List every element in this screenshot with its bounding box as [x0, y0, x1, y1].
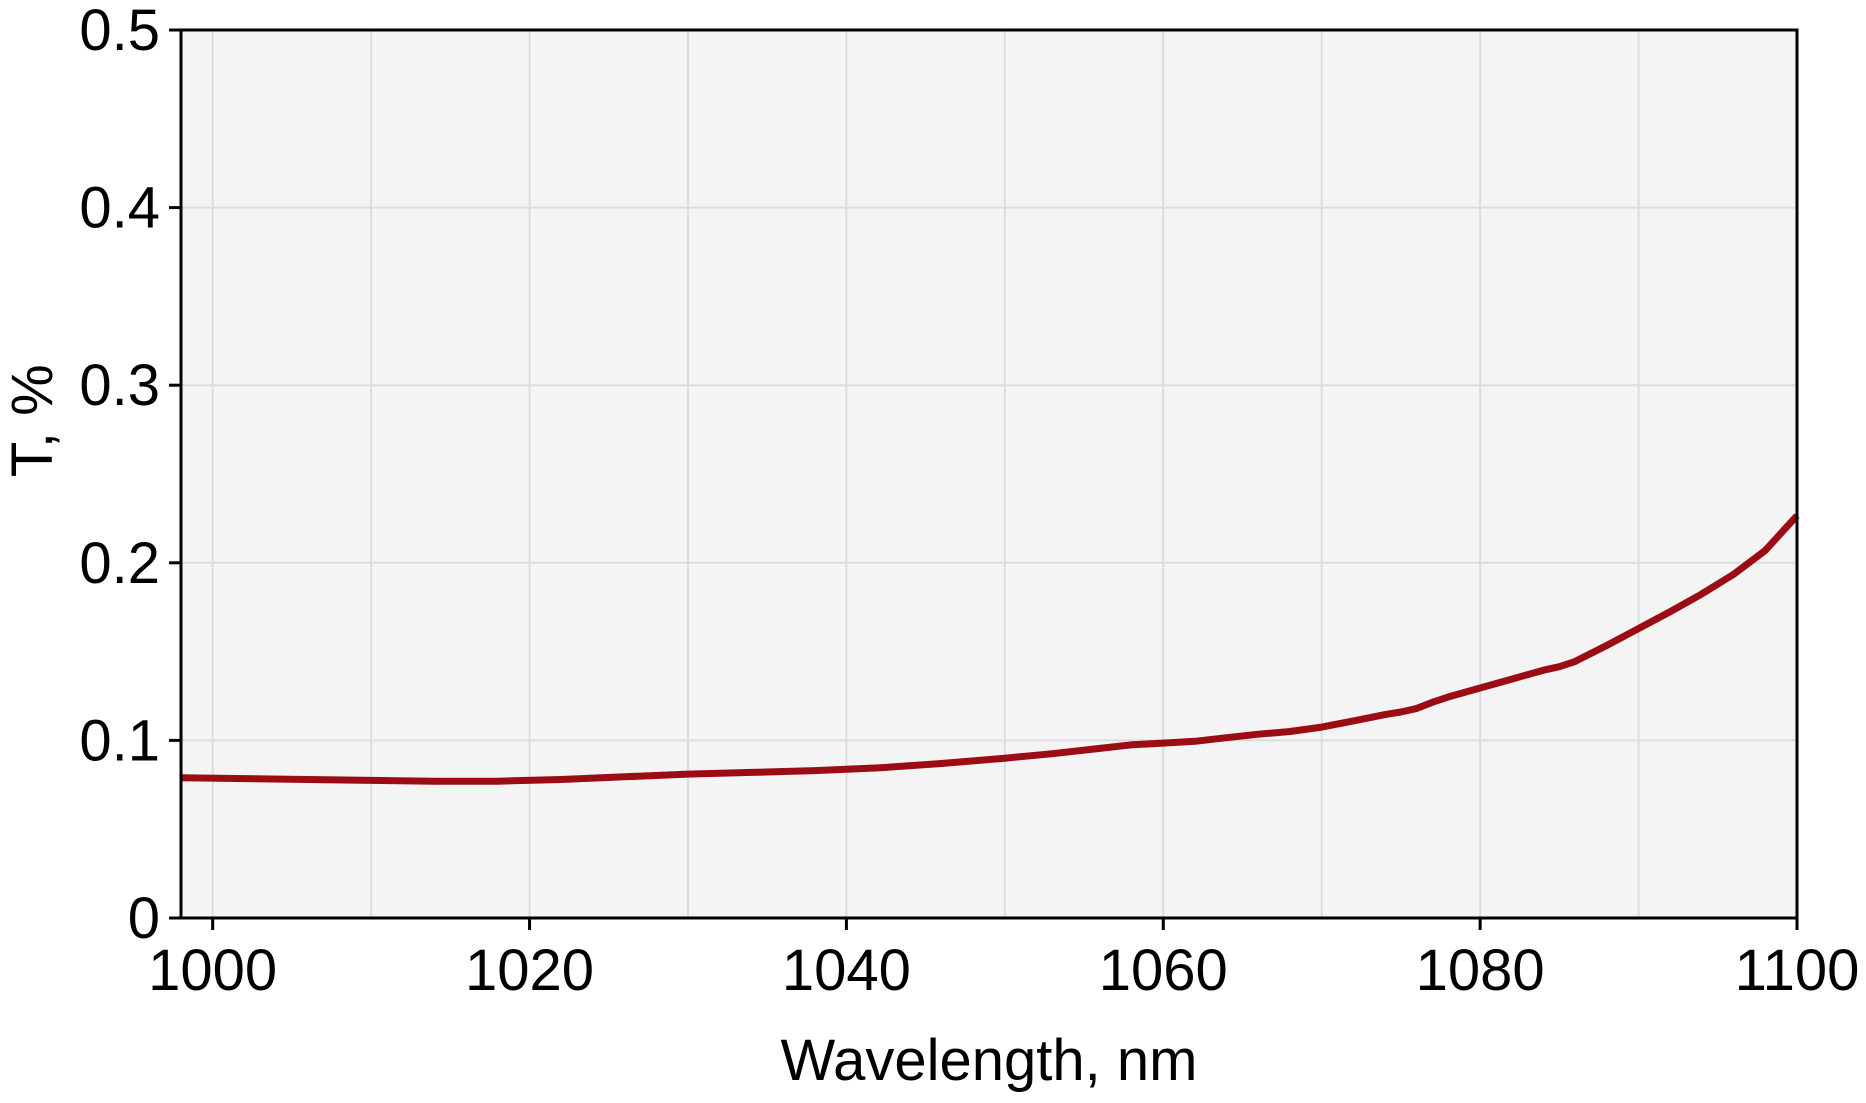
plot-border: [179, 28, 1799, 920]
x-tick-label: 1020: [465, 938, 594, 1003]
y-tick-label: 0.5: [79, 0, 160, 63]
plot-area: [181, 30, 1797, 918]
y-tick-label: 0: [128, 886, 160, 951]
x-axis-ticks: 1000 1020 1040 1060 1080 1100: [148, 918, 1859, 1003]
x-tick-label: 1040: [782, 938, 911, 1003]
x-tick-label: 1060: [1099, 938, 1228, 1003]
y-axis-title: T, %: [0, 364, 65, 477]
x-tick-label: 1000: [148, 938, 277, 1003]
y-tick-label: 0.1: [79, 708, 160, 773]
x-tick-label: 1100: [1735, 938, 1860, 1003]
transmission-series-line: [180, 513, 1800, 785]
x-axis-title: Wavelength, nm: [781, 1028, 1198, 1093]
x-tick-label: 1080: [1416, 938, 1545, 1003]
y-tick-label: 0.2: [79, 531, 160, 596]
y-axis-ticks: 0 0.1 0.2 0.3 0.4 0.5: [79, 0, 181, 951]
y-tick-label: 0.4: [79, 176, 160, 241]
y-tick-label: 0.3: [79, 353, 160, 418]
